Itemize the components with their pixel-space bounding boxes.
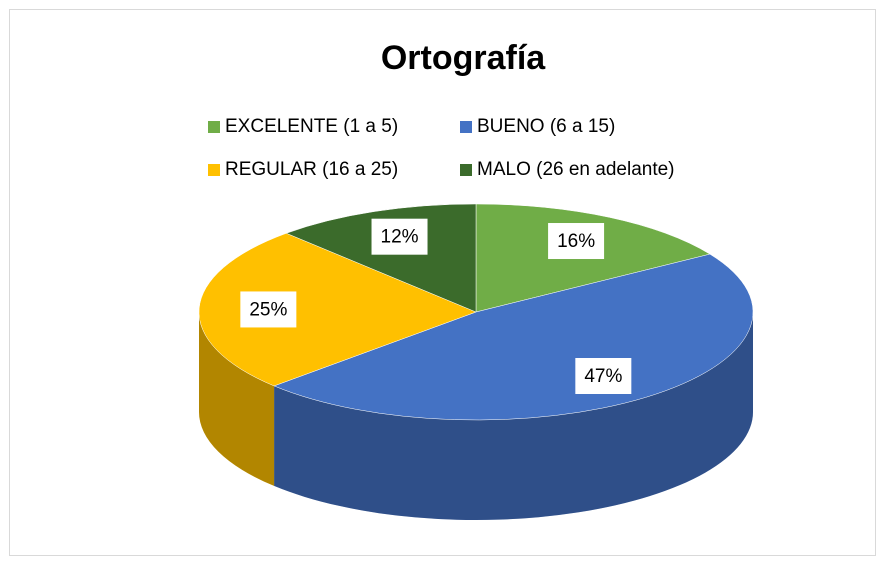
legend-swatch: [208, 164, 220, 176]
slice-side-shade: [199, 312, 275, 486]
slice: [285, 203, 477, 313]
legend-label: REGULAR (16 a 25): [225, 159, 398, 180]
value-label: 25%: [249, 299, 287, 320]
value-label: 16%: [557, 231, 595, 252]
slice-side-shade: [274, 312, 753, 520]
value-label-box: [240, 291, 297, 328]
slice: [198, 233, 477, 387]
value-label-box: [371, 218, 428, 255]
legend-label: BUENO (6 a 15): [477, 116, 615, 137]
chart-title: Ortografía: [381, 39, 546, 77]
slice-side: [199, 312, 275, 486]
legend-swatch: [460, 164, 472, 176]
value-label-box: [548, 223, 605, 260]
value-label: 47%: [584, 366, 622, 387]
legend-swatch: [208, 121, 220, 133]
slice: [273, 253, 754, 421]
legend-swatch: [460, 121, 472, 133]
legend-label: EXCELENTE (1 a 5): [225, 116, 398, 137]
legend-label: MALO (26 en adelante): [477, 159, 675, 180]
value-label-box: [575, 358, 632, 395]
value-label: 12%: [381, 227, 419, 248]
slice-side: [274, 312, 753, 520]
